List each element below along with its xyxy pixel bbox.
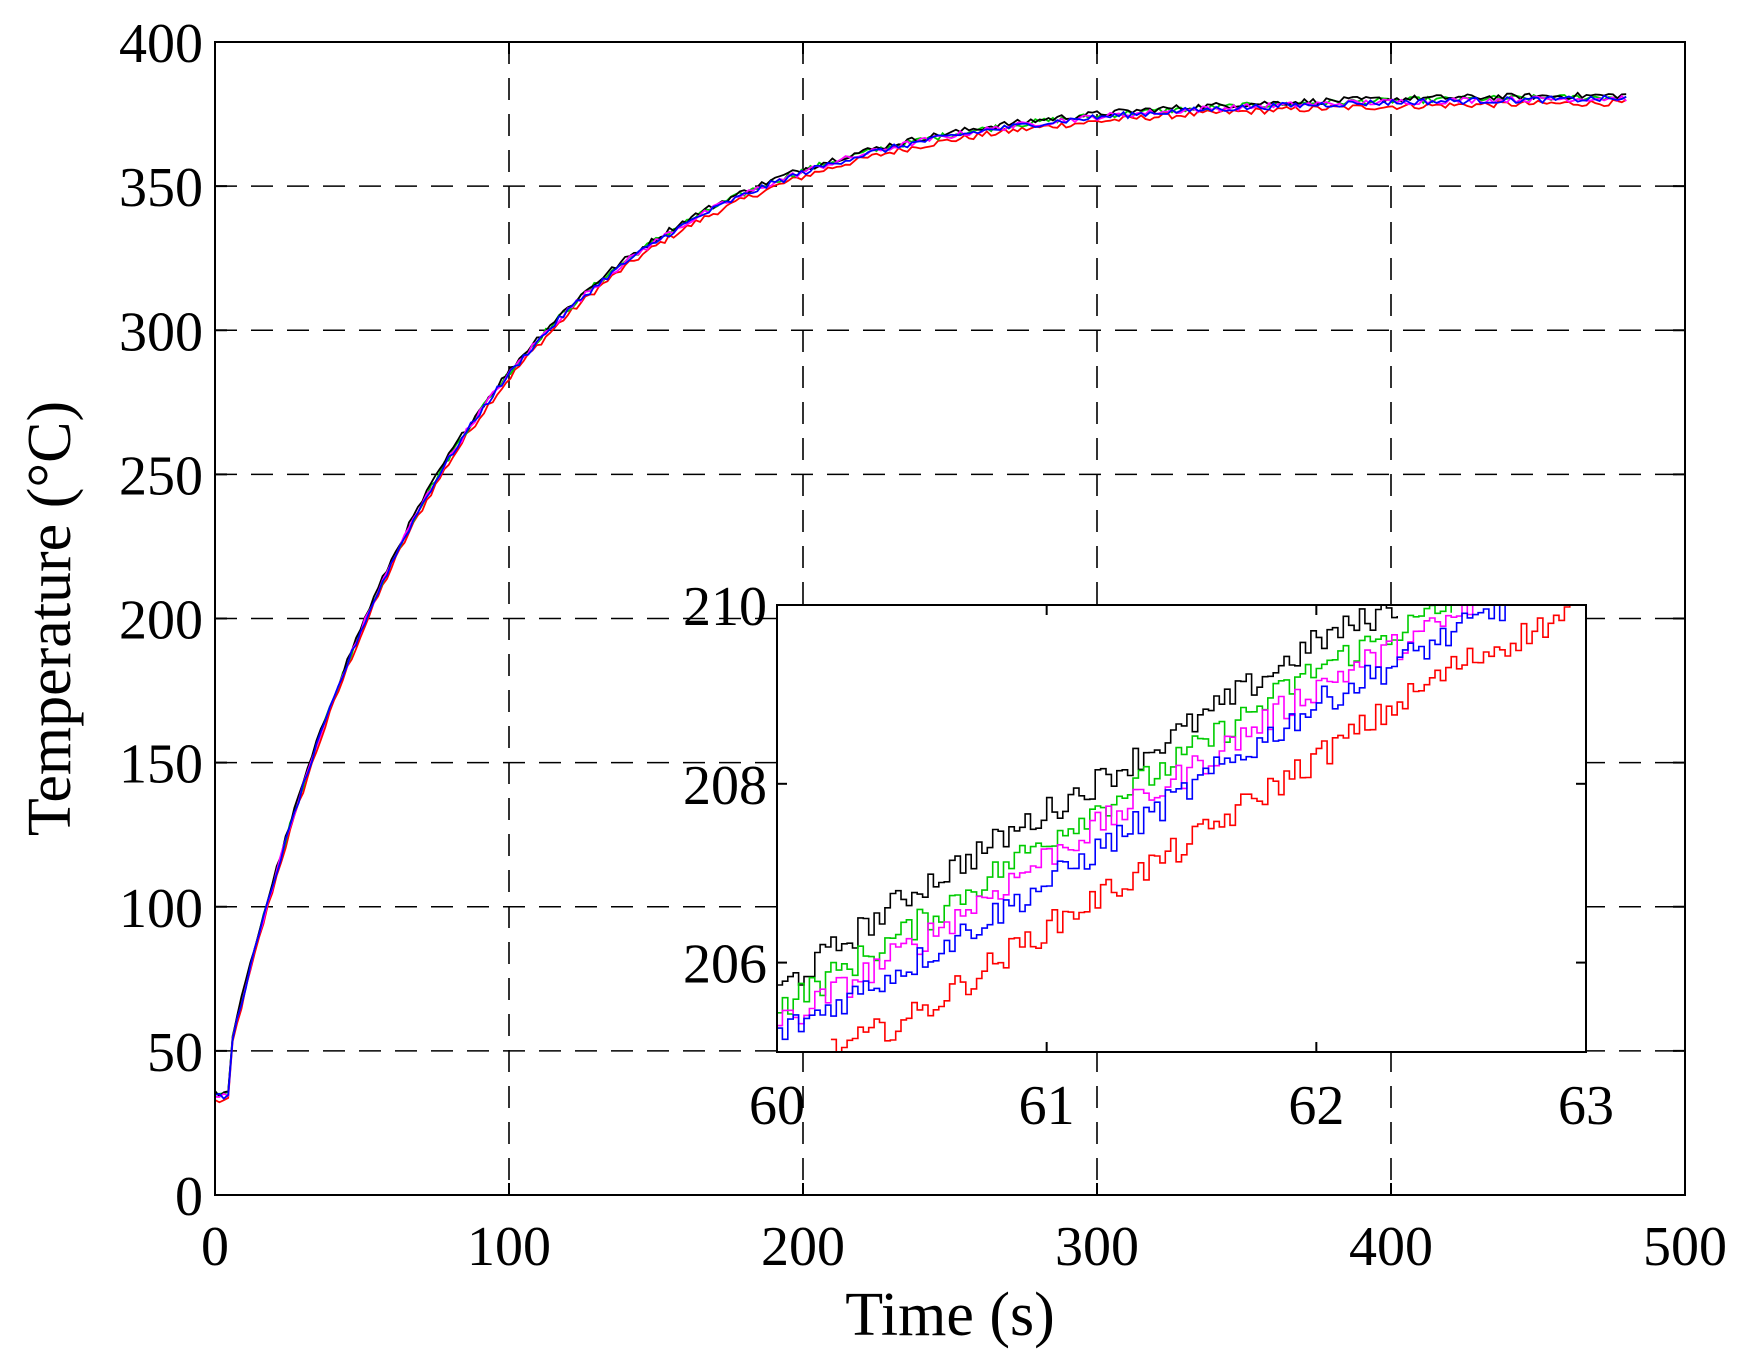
x-tick-label: 200 [761, 1216, 845, 1278]
x-tick-label: 400 [1349, 1216, 1433, 1278]
inset-ticks: 60 61 62 63 206 208 210 [683, 576, 1614, 1137]
inset-y-tick-label: 208 [683, 755, 767, 817]
main-ticks: 0 100 200 300 400 500 0 50 100 150 200 250 300 350 400 [119, 13, 1727, 1278]
inset-plot-frame [776, 604, 1587, 1053]
main-series-line [214, 98, 1627, 1104]
inset-x-tick-label: 62 [1288, 1075, 1344, 1137]
x-tick-label: 500 [1643, 1216, 1727, 1278]
inset-background [777, 605, 1586, 1052]
main-series-line [214, 94, 1627, 1100]
inset-series-line [777, 605, 1398, 986]
y-tick-label: 250 [119, 445, 203, 507]
inset-y-tick-label: 210 [683, 576, 767, 638]
inset-series-group [777, 605, 1576, 1052]
main-series-group [214, 91, 1627, 1104]
inset-x-tick-label: 63 [1558, 1075, 1614, 1137]
inset-x-tick-label: 60 [749, 1075, 805, 1137]
y-tick-label: 50 [147, 1022, 203, 1084]
y-tick-label: 150 [119, 734, 203, 796]
inset-y-tick-label: 206 [683, 934, 767, 996]
x-tick-label: 0 [201, 1216, 229, 1278]
inset-series-line [830, 605, 1576, 1052]
x-axis-label: Time (s) [845, 1281, 1055, 1349]
y-tick-label: 350 [119, 157, 203, 219]
y-tick-label: 200 [119, 590, 203, 652]
inset-series-line [777, 605, 1452, 1015]
y-tick-label: 0 [175, 1166, 203, 1228]
y-tick-label: 100 [119, 878, 203, 940]
inset-x-tick-label: 61 [1019, 1075, 1075, 1137]
y-tick-label: 300 [119, 301, 203, 363]
y-axis-label: Temperature (°C) [16, 401, 84, 836]
inset-series-line [777, 605, 1474, 1027]
inset-series-line [777, 605, 1506, 1041]
x-tick-label: 100 [467, 1216, 551, 1278]
y-tick-label: 400 [119, 13, 203, 75]
x-tick-label: 300 [1055, 1216, 1139, 1278]
